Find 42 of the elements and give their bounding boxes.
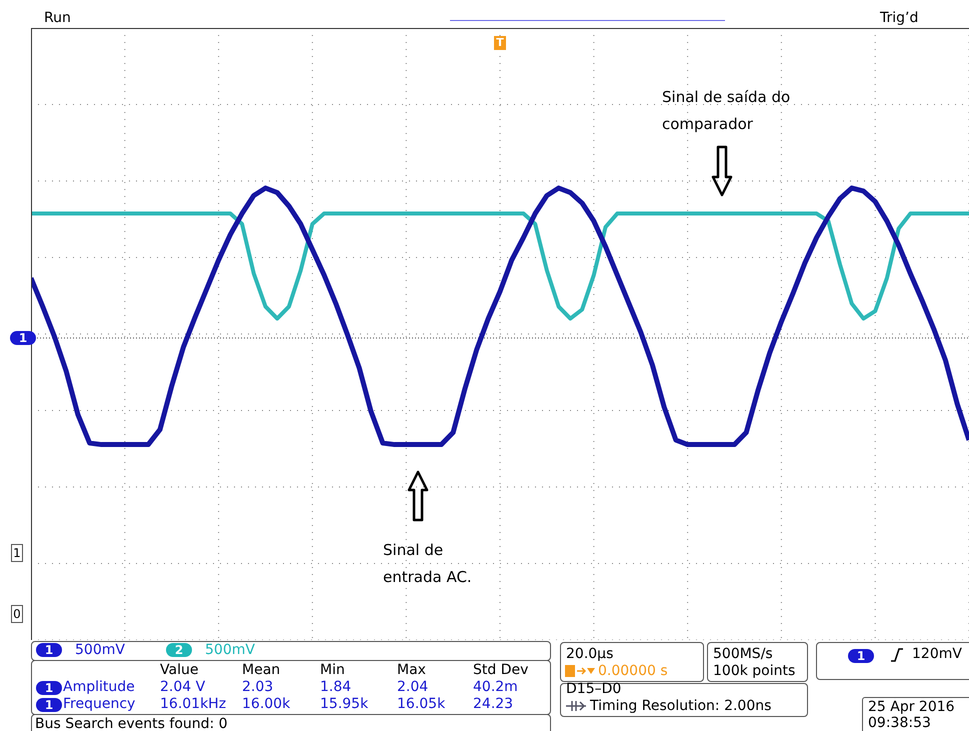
text: Mean [242, 662, 280, 679]
text: 2.04 [397, 679, 428, 696]
text: 16.05k [397, 696, 446, 713]
text: 500MS/s [713, 646, 773, 663]
text: Std Dev [473, 662, 528, 679]
text: Sinal de entrada AC. [383, 540, 473, 588]
text: D15–D0 [566, 681, 622, 698]
text: 1 [848, 649, 874, 663]
text: 25 Apr 2016 [868, 699, 955, 716]
text: 16.00k [242, 696, 290, 713]
text: Bus Search events found: 0 [35, 716, 228, 731]
text: 20.0µs [566, 646, 614, 663]
text: Amplitude [63, 679, 135, 696]
text: 1 [10, 331, 36, 345]
text: 0.00000 s [598, 663, 668, 680]
text: 1 [11, 544, 23, 562]
text: 500mV [75, 642, 125, 659]
text: 40.2m [473, 679, 518, 696]
text: 24.23 [473, 696, 514, 713]
text: 100k points [713, 663, 796, 680]
text: 1 [36, 681, 62, 695]
text: 120mV [912, 646, 962, 663]
text: Frequency [63, 696, 136, 713]
text: 2 [166, 643, 192, 657]
text: 0 [11, 605, 23, 623]
text: 500mV [205, 642, 255, 659]
text: Timing Resolution: 2.00ns [590, 698, 772, 715]
text: 09:38:53 [868, 715, 931, 731]
text: 2.03 [242, 679, 274, 696]
text: 15.95k [320, 696, 368, 713]
text: Min [320, 662, 345, 679]
text: Max [397, 662, 426, 679]
text: Value [160, 662, 198, 679]
text: Sinal de saída do comparador [662, 87, 792, 135]
text: 1 [36, 698, 62, 712]
text: 16.01kHz [160, 696, 226, 713]
text: 1 [36, 643, 62, 657]
text: 1.84 [320, 679, 352, 696]
text: Run [44, 10, 71, 27]
text: 2.04 V [160, 679, 206, 696]
text: Trig’d [880, 10, 918, 27]
text: T [494, 36, 506, 50]
